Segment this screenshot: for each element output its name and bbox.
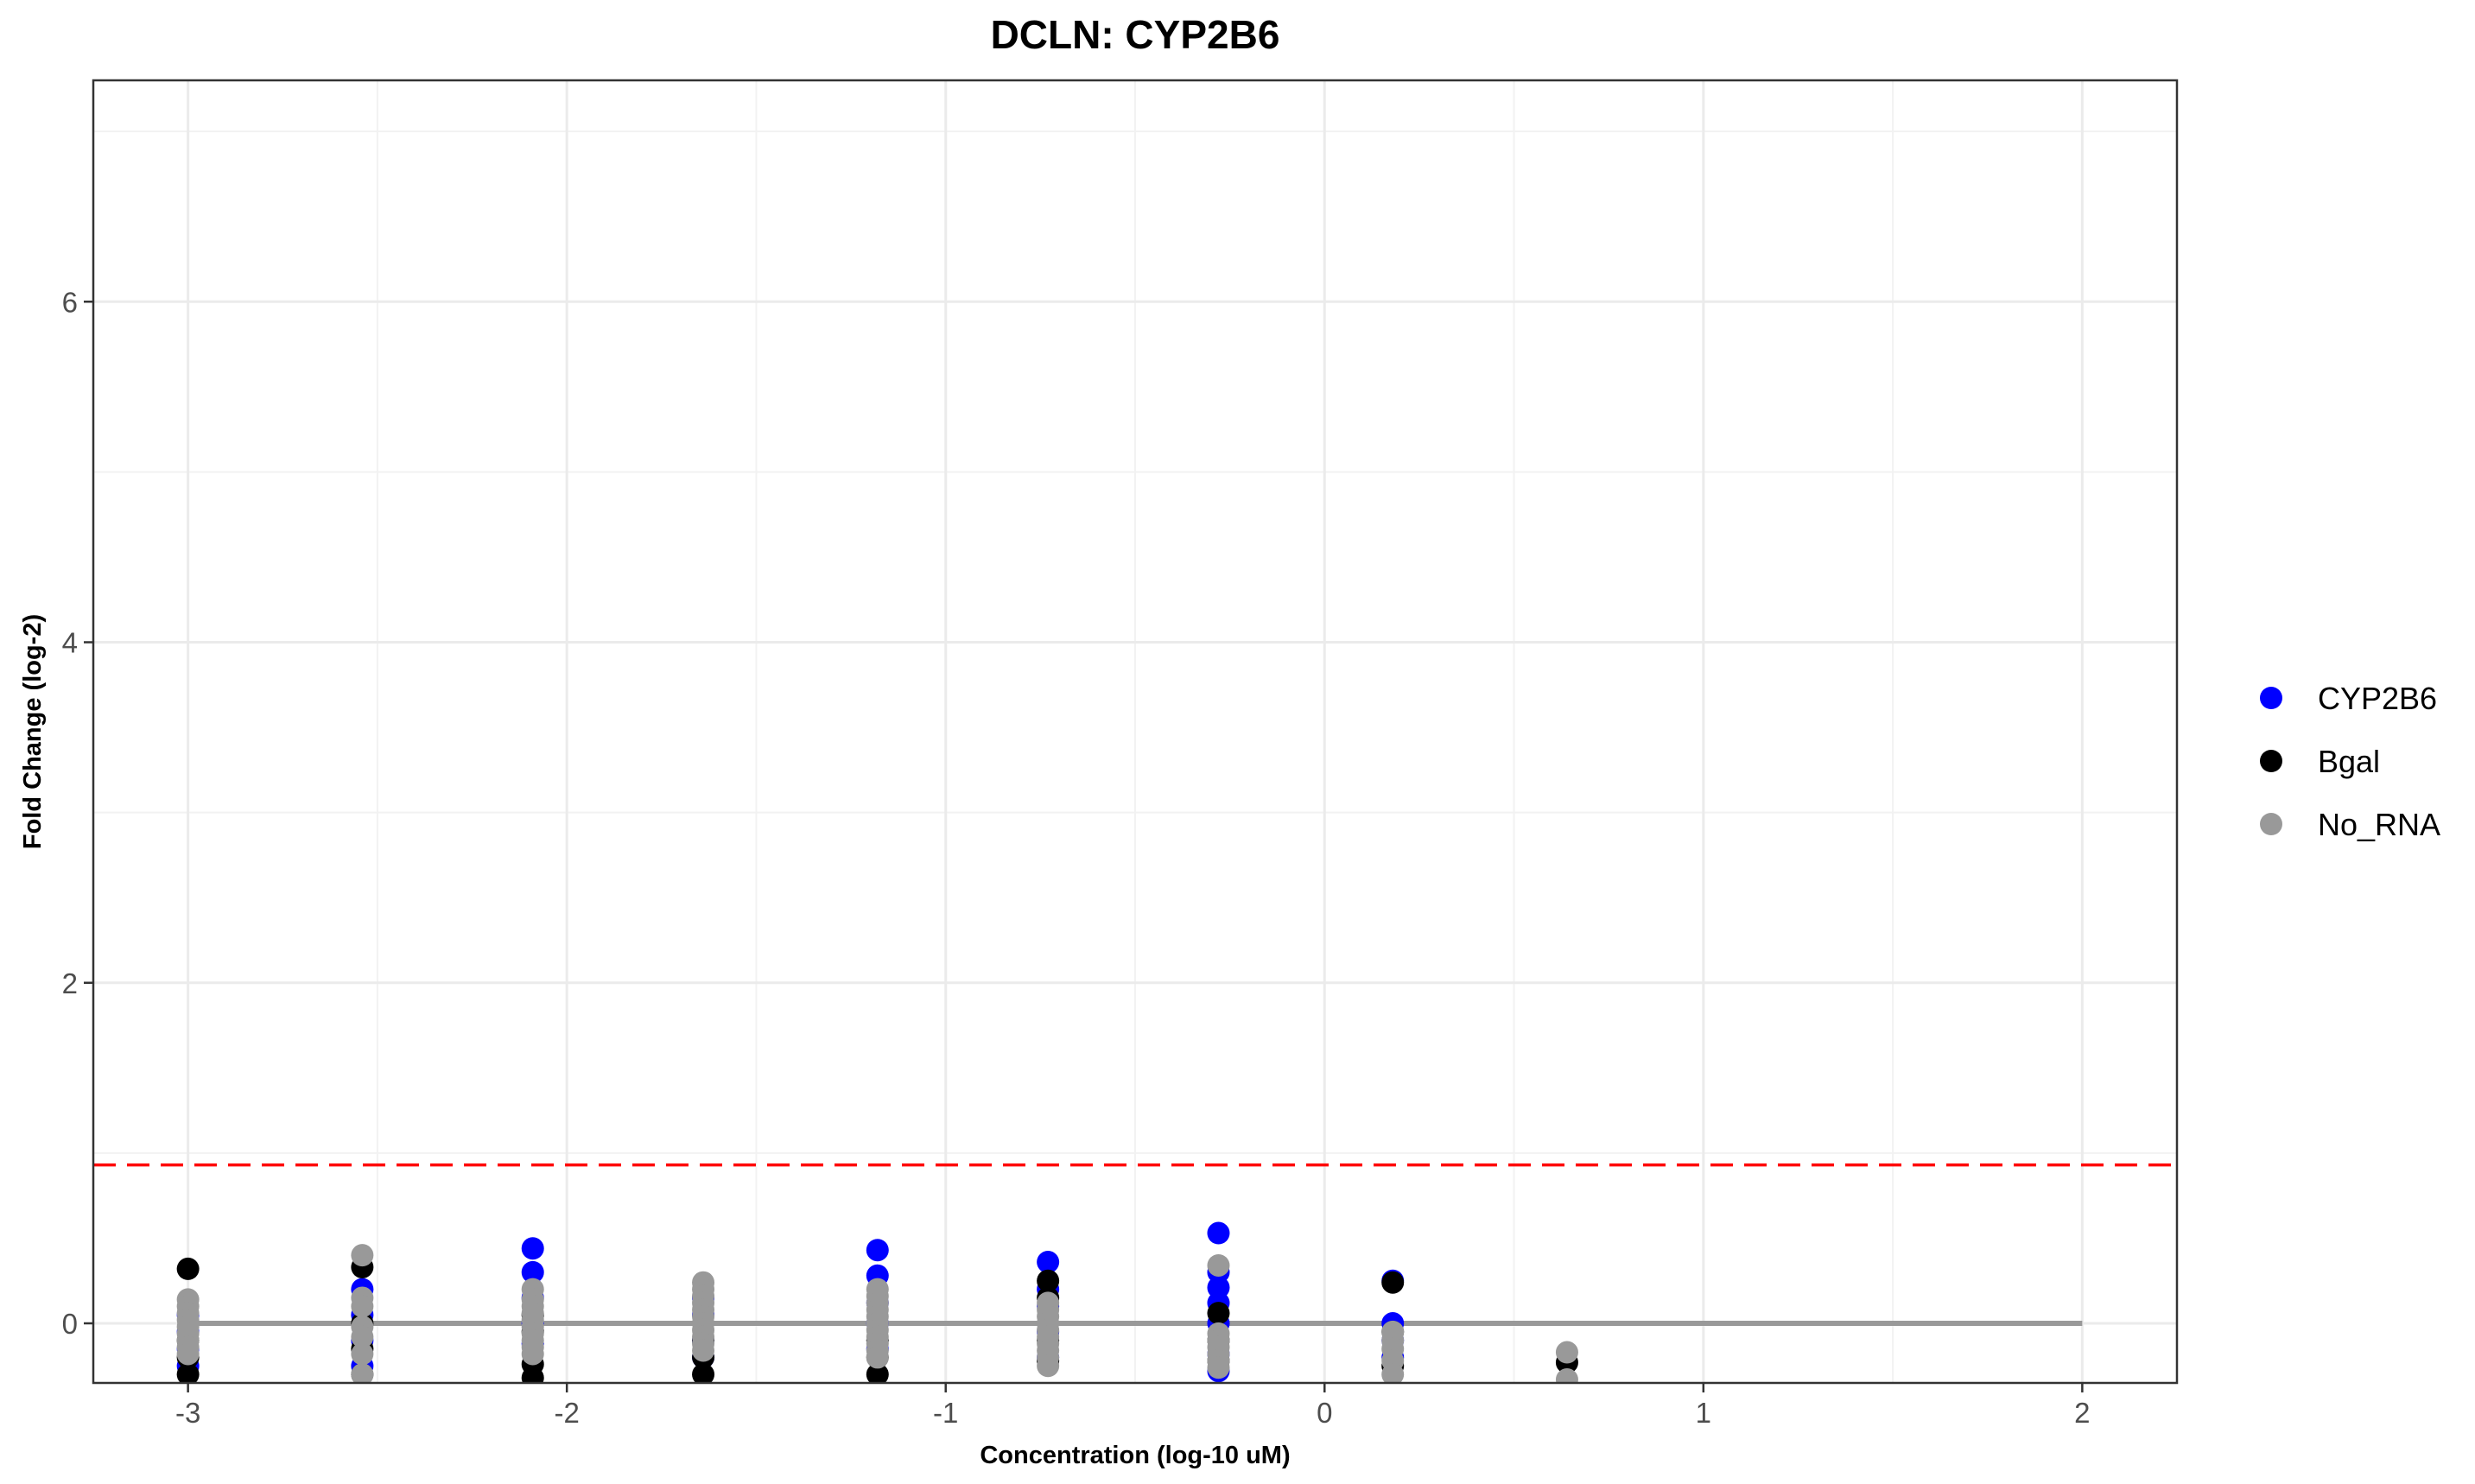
data-point-bgal — [521, 1367, 544, 1383]
x-tick-label: 2 — [2074, 1397, 2090, 1429]
x-tick-label: -2 — [555, 1397, 580, 1429]
data-point-no-rna — [1037, 1354, 1060, 1378]
y-axis-title: Fold Change (log-2) — [19, 614, 47, 849]
x-tick-label: -1 — [933, 1397, 958, 1429]
data-point-no-rna — [351, 1325, 374, 1348]
y-tick-label: 0 — [62, 1308, 78, 1340]
reference-lines — [93, 1163, 2177, 1327]
data-point-no-rna — [1207, 1253, 1230, 1277]
data-point-bgal — [176, 1257, 200, 1280]
data-point-no-rna — [351, 1342, 374, 1366]
points-group — [176, 1221, 1578, 1383]
data-point-bgal — [1381, 1271, 1405, 1294]
data-point-no-rna — [1381, 1363, 1405, 1383]
x-tick-label: -3 — [175, 1397, 200, 1429]
legend-key-bgal — [2260, 750, 2282, 772]
axes: -3 -2 -1 0 1 2 0 2 4 6 — [62, 286, 2091, 1429]
legend: CYP2B6 Bgal No_RNA — [2260, 681, 2440, 842]
data-points — [176, 1221, 1578, 1383]
data-point-no-rna — [692, 1339, 715, 1362]
data-point-no-rna — [351, 1363, 374, 1383]
legend-label-bgal: Bgal — [2318, 744, 2380, 779]
grid-lines — [93, 80, 2177, 1383]
y-tick-label: 2 — [62, 967, 78, 999]
plot-border — [92, 79, 2179, 1385]
data-point-cyp2b6 — [866, 1239, 889, 1262]
data-point-bgal — [692, 1363, 715, 1383]
data-point-no-rna — [351, 1244, 374, 1267]
data-point-bgal — [176, 1363, 200, 1383]
data-point-no-rna — [351, 1295, 374, 1318]
data-point-no-rna — [521, 1342, 544, 1366]
legend-key-cyp2b6 — [2260, 687, 2282, 709]
data-point-cyp2b6 — [1207, 1221, 1230, 1245]
legend-label-no-rna: No_RNA — [2318, 807, 2440, 842]
y-tick-label: 4 — [62, 627, 78, 659]
x-tick-label: 0 — [1317, 1397, 1332, 1429]
legend-label-cyp2b6: CYP2B6 — [2318, 681, 2437, 716]
data-point-cyp2b6 — [521, 1260, 544, 1284]
data-point-cyp2b6 — [1037, 1251, 1060, 1274]
x-axis-title: Concentration (log-10 uM) — [980, 1442, 1290, 1469]
chart-title: DCLN: CYP2B6 — [991, 12, 1280, 57]
data-point-cyp2b6 — [521, 1237, 544, 1260]
x-tick-label: 1 — [1696, 1397, 1711, 1429]
legend-key-no-rna — [2260, 813, 2282, 835]
data-point-no-rna — [1555, 1368, 1578, 1383]
y-tick-label: 6 — [62, 286, 78, 318]
data-point-no-rna — [1555, 1341, 1578, 1364]
data-point-no-rna — [176, 1342, 200, 1366]
data-point-bgal — [1207, 1302, 1230, 1325]
data-point-no-rna — [866, 1346, 889, 1369]
data-point-bgal — [866, 1363, 889, 1383]
data-point-bgal — [1037, 1269, 1060, 1292]
data-point-no-rna — [1207, 1356, 1230, 1379]
